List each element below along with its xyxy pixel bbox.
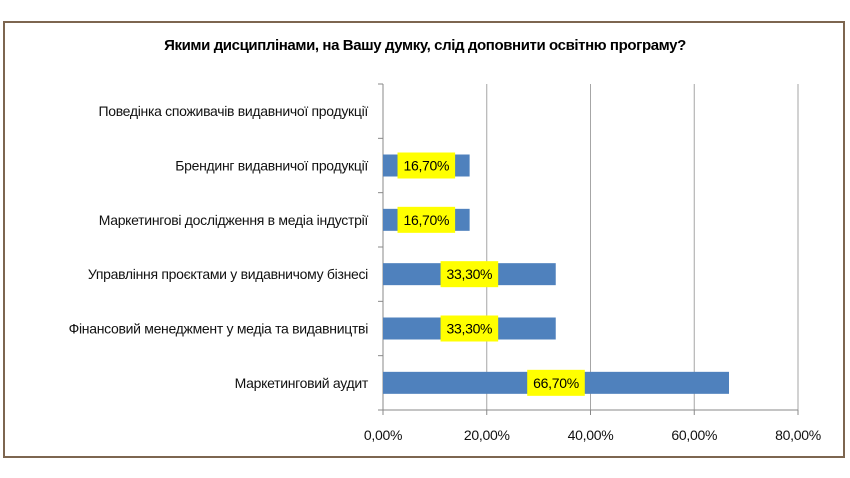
data-label: 33,30% [447, 321, 493, 337]
x-tick-label: 20,00% [464, 427, 510, 443]
category-label: Управління проєктами у видавничому бізне… [88, 266, 368, 282]
data-label-background [397, 152, 456, 179]
data-label-background [397, 206, 456, 233]
x-tick-label: 80,00% [775, 427, 821, 443]
data-label: 16,70% [403, 212, 449, 228]
chart-title: Якими дисциплінами, на Вашу думку, слід … [164, 37, 686, 54]
data-label-background [440, 315, 499, 342]
category-label: Маркетинговий аудит [235, 375, 369, 391]
data-label: 16,70% [403, 158, 449, 174]
data-label: 66,70% [533, 375, 579, 391]
data-label-background [527, 369, 585, 396]
data-label-background [440, 261, 499, 288]
category-label: Поведінка споживачів видавничої продукці… [98, 103, 368, 119]
data-label: 33,30% [447, 266, 493, 282]
x-tick-label: 0,00% [364, 427, 402, 443]
category-label: Брендинг видавничої продукції [175, 158, 368, 174]
category-label: Фінансовий менеджмент у медіа та видавни… [69, 321, 369, 337]
x-tick-label: 40,00% [568, 427, 614, 443]
x-tick-label: 60,00% [671, 427, 717, 443]
category-label: Маркетингові дослідження в медіа індустр… [99, 212, 369, 228]
